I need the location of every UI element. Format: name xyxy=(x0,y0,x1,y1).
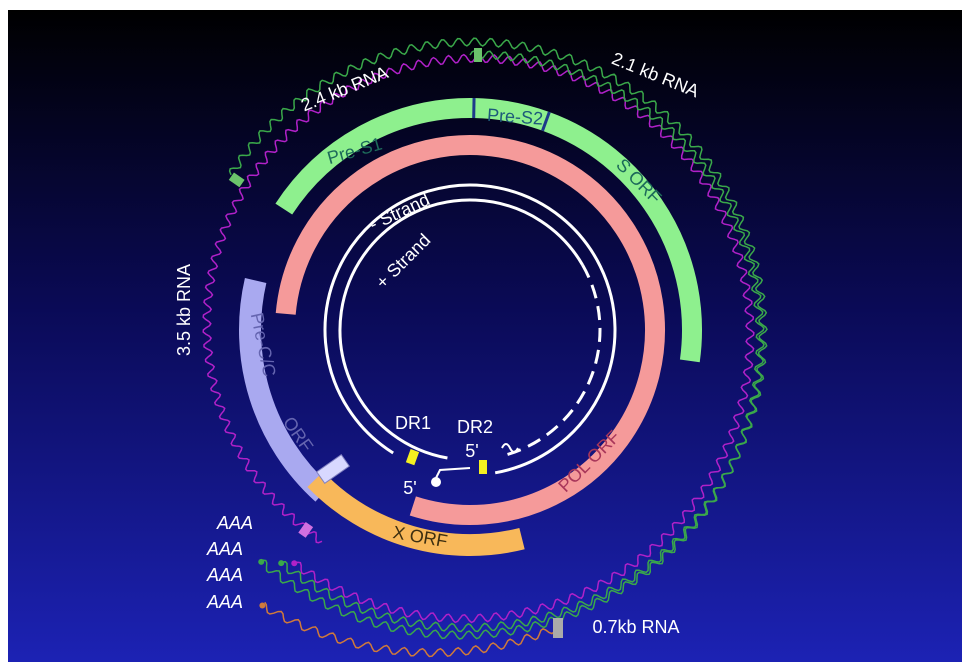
arrow-head xyxy=(278,560,284,566)
poly-a-label: AAA xyxy=(216,513,253,533)
arrow-head xyxy=(258,559,264,565)
orf-label: Pre-S2 xyxy=(486,105,543,129)
poly-a-label: AAA xyxy=(206,592,243,612)
diagram: 2.4 kb RNA 2.1 kb RNA 3.5 kb RNA 0.7kb R… xyxy=(0,0,970,671)
start-box xyxy=(553,618,563,638)
five-prime-label: 5' xyxy=(403,478,416,498)
repeat-label: DR1 xyxy=(395,413,431,433)
poly-a-label: AAA xyxy=(206,539,243,559)
rna-label: 3.5 kb RNA xyxy=(174,264,194,356)
repeat-label: DR2 xyxy=(457,417,493,437)
dr2-marker xyxy=(479,460,487,474)
arrow-head xyxy=(259,603,265,609)
start-box xyxy=(474,48,482,62)
cap xyxy=(431,477,441,487)
arrow-head xyxy=(291,560,297,566)
rna-label: 0.7kb RNA xyxy=(592,617,679,637)
poly-a-label: AAA xyxy=(206,565,243,585)
five-prime-label: 5' xyxy=(465,441,478,461)
